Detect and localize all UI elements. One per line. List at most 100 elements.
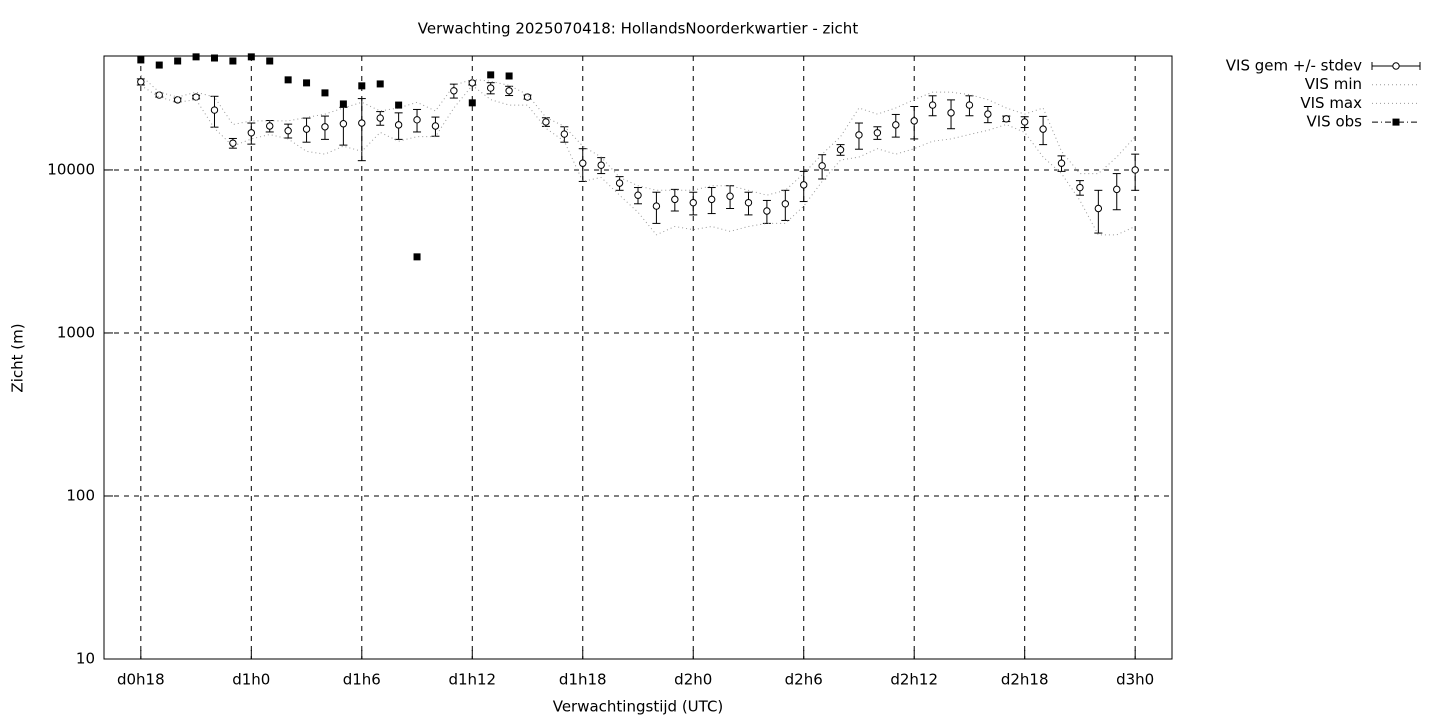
mean-point — [210, 106, 219, 114]
mean-point — [1094, 204, 1103, 213]
mean-point — [634, 191, 642, 199]
mean-point — [413, 116, 421, 124]
x-tick-label: d1h6 — [343, 671, 381, 689]
obs-point — [487, 71, 495, 79]
mean-point — [965, 101, 974, 109]
obs-point — [229, 57, 237, 65]
mean-point — [597, 161, 605, 169]
mean-point — [431, 122, 440, 130]
obs-point — [321, 89, 329, 97]
x-tick-label: d2h12 — [890, 671, 938, 689]
y-axis-label: Zicht (m) — [9, 323, 27, 392]
mean-point — [1131, 166, 1139, 174]
y-tick-label: 10000 — [47, 160, 95, 178]
mean-point — [376, 114, 384, 122]
mean-point — [358, 119, 366, 127]
mean-point — [266, 122, 274, 130]
mean-point — [560, 130, 569, 138]
mean-point — [1039, 125, 1047, 133]
mean-point — [763, 207, 771, 215]
mean-point — [192, 93, 200, 101]
range-line — [140, 84, 1136, 236]
mean-point — [1002, 115, 1010, 123]
obs-point — [358, 82, 366, 90]
legend-swatch — [1392, 62, 1400, 70]
mean-point — [321, 123, 329, 131]
mean-point — [892, 121, 900, 129]
obs-point — [247, 53, 255, 61]
x-tick-label: d0h18 — [117, 671, 165, 689]
mean-point — [302, 125, 311, 133]
mean-point — [615, 179, 624, 187]
x-tick-label: d2h18 — [1001, 671, 1049, 689]
mean-point — [579, 159, 587, 167]
obs-point — [468, 99, 476, 107]
mean-point — [486, 84, 495, 92]
mean-point — [818, 162, 826, 170]
mean-point — [247, 129, 256, 137]
obs-point — [395, 101, 403, 109]
x-tick-label: d3h0 — [1116, 671, 1154, 689]
legend-swatch — [1392, 118, 1400, 126]
mean-point — [505, 87, 513, 95]
x-axis-label: Verwachtingstijd (UTC) — [553, 698, 724, 716]
mean-point — [836, 146, 845, 154]
range-line — [140, 75, 1136, 196]
y-tick-label: 1000 — [57, 323, 95, 341]
mean-point — [1020, 118, 1029, 126]
mean-point — [947, 109, 955, 117]
mean-point — [394, 121, 403, 129]
obs-point — [210, 54, 218, 62]
mean-point — [855, 131, 863, 139]
obs-point — [284, 76, 292, 84]
obs-point — [137, 56, 145, 64]
y-tick-label: 10 — [76, 650, 95, 668]
x-tick-label: d2h6 — [785, 671, 823, 689]
mean-point — [984, 110, 992, 118]
legend-label: VIS obs — [1307, 113, 1363, 131]
legend-label: VIS min — [1305, 75, 1362, 93]
mean-point — [1113, 185, 1121, 194]
mean-point — [450, 87, 458, 95]
plot-frame — [103, 55, 1173, 660]
mean-point — [652, 202, 661, 210]
obs-point — [155, 61, 163, 69]
mean-point — [873, 129, 882, 137]
obs-point — [174, 57, 182, 65]
mean-point — [928, 101, 937, 109]
mean-point — [229, 139, 237, 147]
mean-point — [523, 93, 532, 101]
mean-point — [707, 195, 716, 204]
x-tick-label: d1h0 — [232, 671, 270, 689]
obs-point — [266, 57, 274, 65]
mean-point — [689, 198, 697, 207]
mean-point — [671, 195, 679, 204]
x-tick-label: d1h18 — [559, 671, 607, 689]
mean-point — [726, 192, 734, 200]
obs-point — [303, 79, 311, 87]
mean-point — [781, 200, 790, 208]
obs-point — [339, 100, 347, 108]
chart-title: Verwachting 2025070418: HollandsNoorderk… — [418, 20, 859, 38]
error-bar — [357, 98, 366, 162]
mean-point — [1057, 159, 1066, 167]
x-tick-label: d2h0 — [674, 671, 712, 689]
mean-point — [542, 118, 550, 126]
mean-point — [137, 78, 145, 86]
y-tick-label: 100 — [66, 486, 95, 504]
mean-point — [800, 181, 808, 189]
obs-point — [192, 53, 200, 61]
mean-point — [744, 198, 753, 207]
mean-point — [339, 120, 348, 128]
obs-point — [505, 72, 513, 80]
x-tick-label: d1h12 — [448, 671, 496, 689]
mean-point — [1076, 183, 1084, 192]
obs-point — [413, 253, 421, 261]
legend-label: VIS gem +/- stdev — [1226, 57, 1362, 75]
obs-point — [376, 80, 384, 88]
mean-point — [910, 117, 918, 125]
legend-label: VIS max — [1300, 94, 1362, 112]
mean-point — [284, 127, 292, 135]
